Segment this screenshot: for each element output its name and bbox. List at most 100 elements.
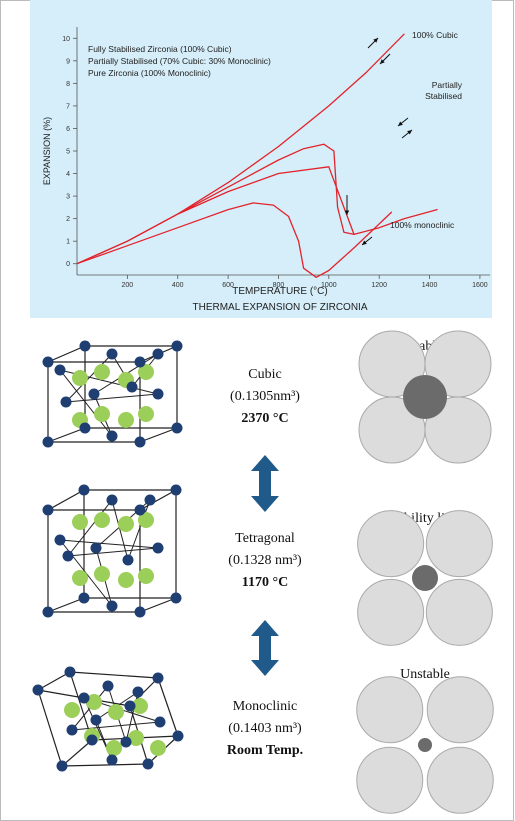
host-ion bbox=[357, 677, 423, 743]
cation bbox=[107, 495, 118, 506]
phase-temperature: 2370 °C bbox=[241, 411, 288, 426]
cation bbox=[65, 667, 76, 678]
anion bbox=[138, 406, 154, 422]
y-tick-label: 6 bbox=[66, 126, 70, 133]
cation bbox=[43, 357, 54, 368]
y-tick-label: 3 bbox=[66, 194, 70, 201]
anion bbox=[94, 566, 110, 582]
phase-volume: (0.1328 nm³) bbox=[228, 553, 302, 568]
cation bbox=[135, 357, 146, 368]
cation bbox=[63, 551, 74, 562]
cation bbox=[133, 687, 144, 698]
x-tick-label: 200 bbox=[122, 282, 134, 289]
cation bbox=[80, 341, 91, 352]
x-tick-label: 400 bbox=[172, 282, 184, 289]
phase-temperature: Room Temp. bbox=[227, 743, 303, 758]
anion bbox=[118, 572, 134, 588]
phase-name: Cubic bbox=[248, 367, 281, 382]
y-tick-label: 0 bbox=[66, 261, 70, 268]
cation bbox=[171, 593, 182, 604]
cation bbox=[107, 349, 118, 360]
cation bbox=[125, 701, 136, 712]
cation bbox=[135, 437, 146, 448]
cation bbox=[79, 593, 90, 604]
host-ion bbox=[427, 677, 493, 743]
cation bbox=[153, 349, 164, 360]
y-tick-label: 4 bbox=[66, 171, 70, 178]
cation bbox=[155, 717, 166, 728]
anion bbox=[72, 370, 88, 386]
phase-name: Tetragonal bbox=[235, 531, 295, 546]
cation bbox=[43, 607, 54, 618]
cation bbox=[172, 341, 183, 352]
x-axis-title: TEMPERATURE (°C) bbox=[232, 286, 327, 297]
x-tick-label: 1200 bbox=[371, 282, 387, 289]
phase-volume: (0.1403 nm³) bbox=[228, 721, 302, 736]
cation bbox=[43, 505, 54, 516]
cation bbox=[107, 601, 118, 612]
chart-title: THERMAL EXPANSION OF ZIRCONIA bbox=[192, 302, 367, 313]
cation bbox=[153, 673, 164, 684]
cation bbox=[103, 681, 114, 692]
y-tick-label: 7 bbox=[66, 103, 70, 110]
annotation: 100% Cubic bbox=[412, 30, 459, 40]
anion bbox=[94, 512, 110, 528]
y-tick-label: 5 bbox=[66, 149, 70, 156]
cation bbox=[79, 693, 90, 704]
cation bbox=[123, 555, 134, 566]
y-tick-label: 10 bbox=[62, 36, 70, 43]
dopant-ion bbox=[418, 738, 432, 752]
phase-temperature: 1170 °C bbox=[242, 575, 288, 590]
anion bbox=[94, 364, 110, 380]
anion bbox=[94, 406, 110, 422]
cation bbox=[89, 389, 100, 400]
cation bbox=[135, 505, 146, 516]
page: 0123456789102004006008001000120014001600… bbox=[0, 0, 515, 821]
cation bbox=[121, 737, 132, 748]
cation bbox=[153, 389, 164, 400]
legend-entry: Fully Stabilised Zirconia (100% Cubic) bbox=[88, 44, 232, 54]
anion bbox=[106, 740, 122, 756]
cation bbox=[91, 543, 102, 554]
cation bbox=[145, 495, 156, 506]
host-ion bbox=[358, 511, 424, 577]
x-tick-label: 1600 bbox=[472, 282, 488, 289]
anion bbox=[118, 412, 134, 428]
cation bbox=[107, 431, 118, 442]
cation bbox=[55, 365, 66, 376]
cation bbox=[33, 685, 44, 696]
cation bbox=[67, 725, 78, 736]
y-tick-label: 1 bbox=[66, 239, 70, 246]
phase-name: Monoclinic bbox=[233, 699, 298, 714]
cation bbox=[173, 731, 184, 742]
cation bbox=[87, 735, 98, 746]
anion bbox=[108, 704, 124, 720]
cation bbox=[171, 485, 182, 496]
host-ion bbox=[357, 747, 423, 813]
cation bbox=[79, 485, 90, 496]
dopant-ion bbox=[403, 375, 447, 419]
anion bbox=[118, 516, 134, 532]
host-ion bbox=[358, 579, 424, 645]
anion bbox=[64, 702, 80, 718]
phase-volume: (0.1305nm³) bbox=[230, 389, 300, 404]
legend-entry: Partially Stabilised (70% Cubic: 30% Mon… bbox=[88, 56, 271, 66]
dopant-ion bbox=[412, 565, 438, 591]
cation bbox=[153, 543, 164, 554]
y-axis-title: EXPANSION (%) bbox=[42, 117, 52, 185]
cation bbox=[61, 397, 72, 408]
cation bbox=[127, 382, 138, 393]
host-ion bbox=[427, 747, 493, 813]
cation bbox=[143, 759, 154, 770]
y-tick-label: 8 bbox=[66, 81, 70, 88]
cation bbox=[57, 761, 68, 772]
x-tick-label: 1400 bbox=[422, 282, 438, 289]
cation bbox=[43, 437, 54, 448]
cation bbox=[172, 423, 183, 434]
figure: 0123456789102004006008001000120014001600… bbox=[0, 0, 515, 821]
cation bbox=[80, 423, 91, 434]
y-tick-label: 2 bbox=[66, 216, 70, 223]
anion bbox=[138, 568, 154, 584]
stability-label: Unstable bbox=[400, 667, 450, 682]
annotation: PartiallyStabilised bbox=[425, 80, 463, 101]
